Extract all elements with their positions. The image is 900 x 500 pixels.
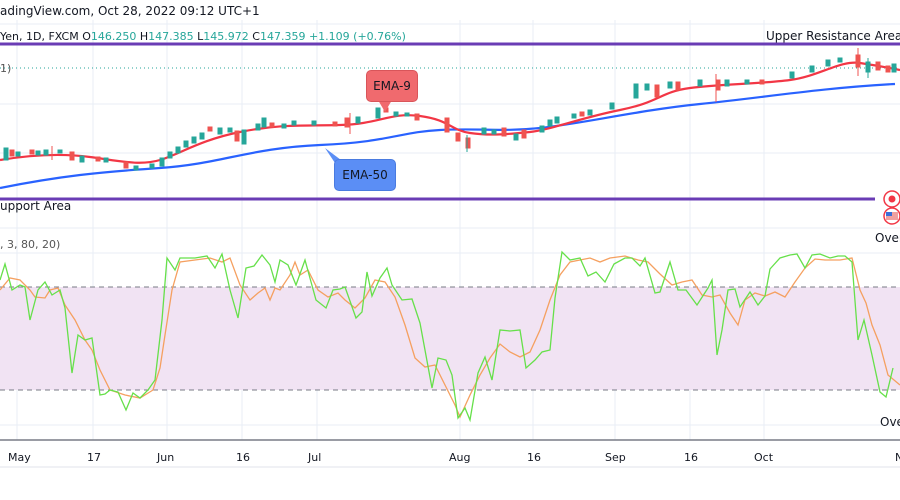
lower-support-label: upport Area (0, 199, 72, 213)
stoch-band (0, 287, 900, 390)
alert-marker-icon[interactable] (883, 190, 900, 208)
oversold-label: Ove (880, 415, 900, 429)
ema9-tag-pointer (378, 100, 392, 112)
us-flag-event-icon[interactable] (883, 207, 900, 225)
x-label-16-sep: 16 (684, 451, 698, 464)
close-value: 147.359 (259, 30, 306, 43)
symbol-name: Yen, 1D, FXCM (0, 30, 79, 43)
open-value: 146.250 (90, 30, 137, 43)
high-value: 147.385 (148, 30, 194, 43)
x-label-16-aug: 16 (527, 451, 541, 464)
ema50-line[interactable] (0, 82, 896, 190)
ema9-line[interactable] (0, 61, 900, 164)
low-value: 145.972 (203, 30, 249, 43)
symbol-legend: Yen, 1D, FXCM O146.250 H147.385 L145.972… (0, 30, 406, 43)
source-timestamp: adingView.com, Oct 28, 2022 09:12 UTC+1 (0, 4, 260, 18)
x-label-jul: Jul (308, 451, 322, 464)
stoch-k-line (0, 250, 894, 423)
x-label-oct: Oct (754, 451, 774, 464)
x-label-17: 17 (87, 451, 101, 464)
x-label-jun: Jun (157, 451, 175, 464)
upper-resistance-label: Upper Resistance Area (766, 29, 900, 43)
candlesticks (3, 48, 897, 171)
x-label-sep: Sep (605, 451, 626, 464)
stoch-legend: , 3, 80, 20) (0, 238, 61, 251)
x-label-aug: Aug (449, 451, 471, 464)
x-label-nov: N (895, 451, 900, 464)
x-label-may: May (8, 451, 31, 464)
overbought-label: Over (875, 231, 900, 245)
ema9-tag[interactable]: EMA-9 (366, 70, 418, 102)
change-value: +1.109 (+0.76%) (308, 30, 406, 43)
ema50-tag[interactable]: EMA-50 (334, 159, 396, 191)
x-label-16-jun: 16 (236, 451, 250, 464)
stoch-d-line (0, 255, 900, 419)
indicator-legend: 1) (0, 62, 12, 75)
